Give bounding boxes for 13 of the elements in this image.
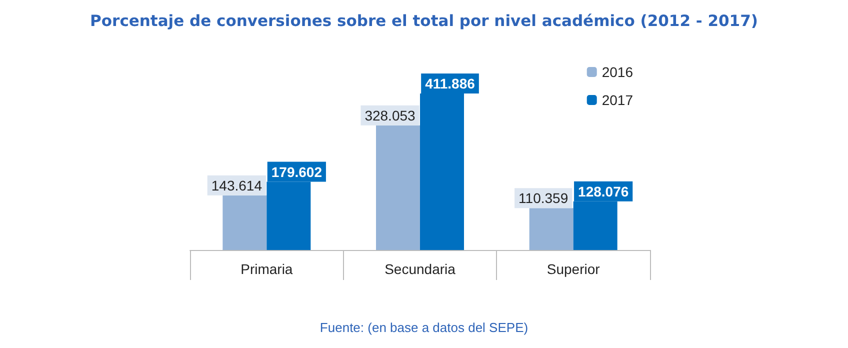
data-label: 328.053 bbox=[364, 107, 416, 124]
data-label: 128.076 bbox=[578, 183, 629, 200]
chart-title: Porcentaje de conversiones sobre el total por nivel académico (2012 - 2017) bbox=[90, 12, 758, 30]
data-label: 411.886 bbox=[425, 75, 476, 92]
legend-label: 2017 bbox=[602, 92, 634, 108]
source-note: Fuente: (en base a datos del SEPE) bbox=[320, 320, 528, 335]
data-label: 143.614 bbox=[211, 177, 262, 194]
data-label: 110.359 bbox=[518, 190, 568, 206]
x-tick-label: Primaria bbox=[240, 261, 293, 277]
legend-label: 2016 bbox=[602, 64, 634, 80]
data-label: 179.602 bbox=[271, 164, 322, 180]
x-tick-label: Secundaria bbox=[384, 261, 456, 277]
x-tick-label: Superior bbox=[546, 261, 600, 277]
